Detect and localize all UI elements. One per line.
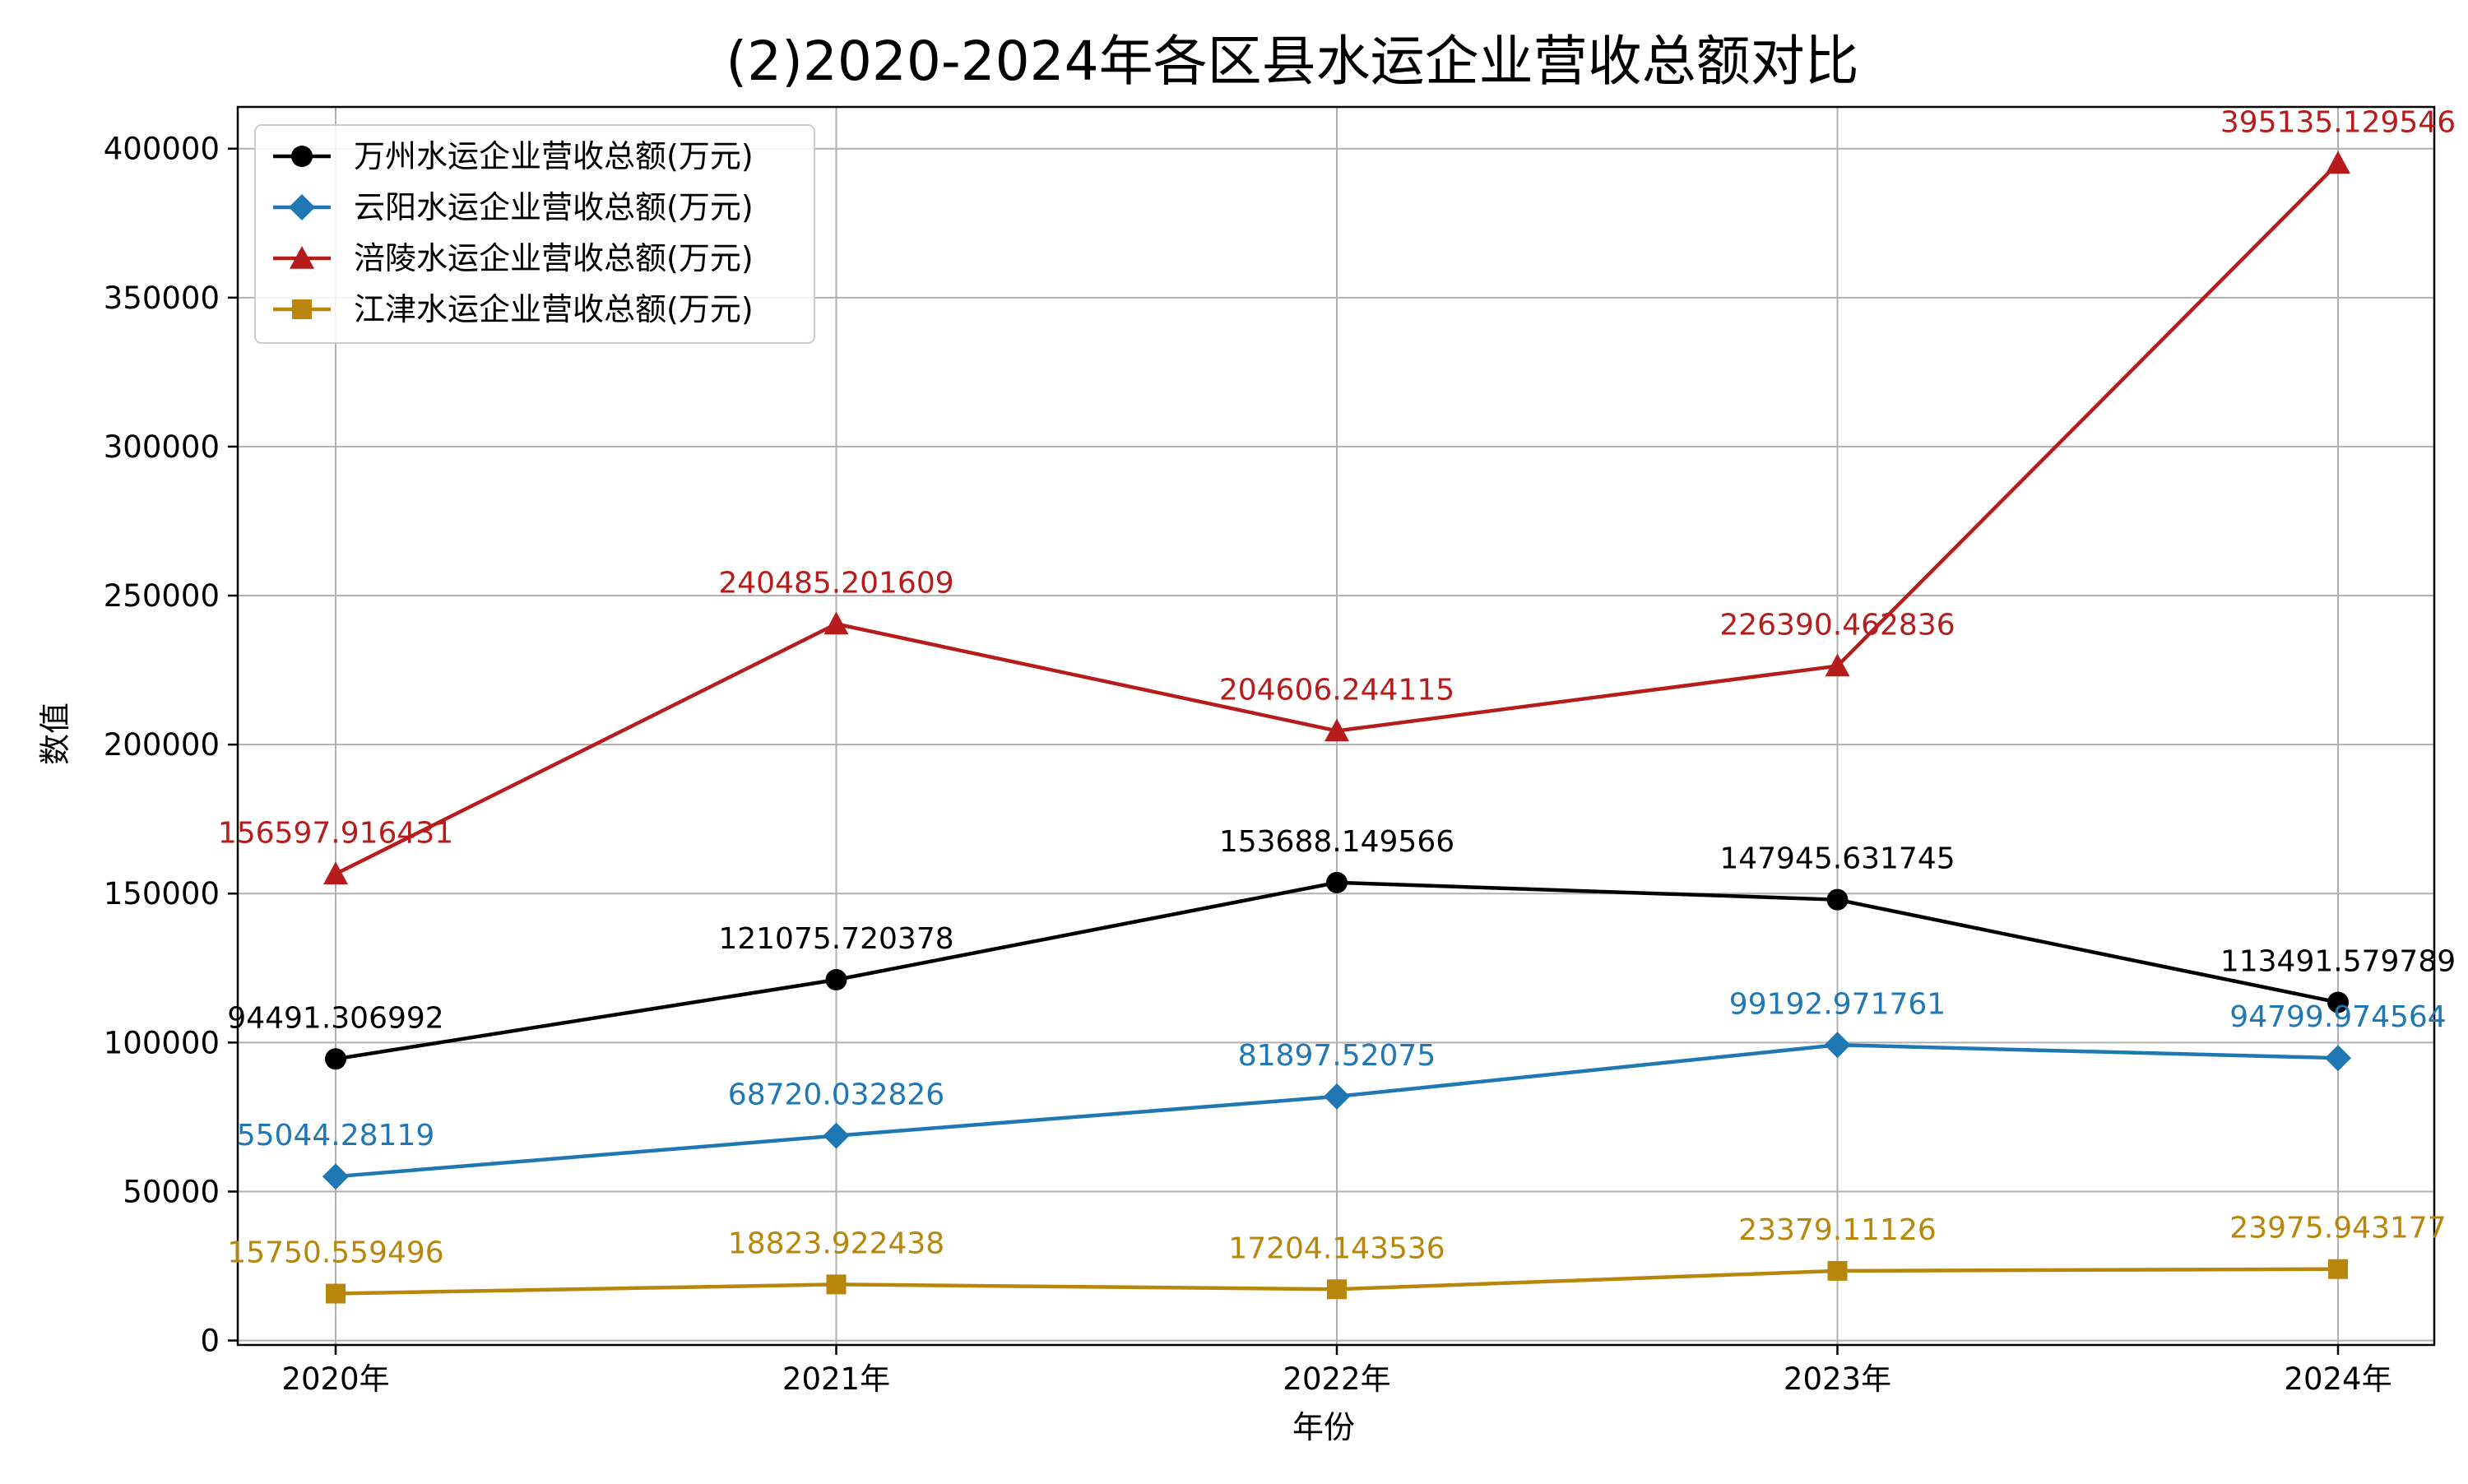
- series-1: [322, 1032, 2351, 1190]
- data-point: [325, 1048, 346, 1070]
- data-label: 113491.579789: [2220, 944, 2456, 978]
- grid: [238, 107, 2434, 1345]
- data-label: 81897.52075: [1238, 1039, 1436, 1073]
- data-label: 395135.129546: [2220, 105, 2456, 139]
- data-labels: 94491.306992 121075.720378 153688.149566 14…: [218, 105, 2456, 1269]
- data-label: 17204.143536: [1228, 1231, 1445, 1265]
- data-point: [1324, 1083, 1350, 1110]
- data-point: [326, 1283, 346, 1304]
- data-point: [322, 1163, 349, 1190]
- legend-label: 万州水运企业营收总额(万元): [354, 138, 754, 174]
- legend-label: 云阳水运企业营收总额(万元): [354, 189, 754, 225]
- data-point: [823, 611, 849, 635]
- data-label: 23379.11126: [1738, 1213, 1937, 1247]
- data-point: [2328, 1259, 2348, 1279]
- data-point: [2327, 991, 2349, 1013]
- legend: 万州水运企业营收总额(万元) 云阳水运企业营收总额(万元) 涪陵水运企业营收总额(万…: [254, 124, 815, 344]
- data-label: 94799.974564: [2229, 1000, 2446, 1034]
- data-label: 94491.306992: [227, 1001, 443, 1035]
- series-2: [323, 151, 2350, 885]
- legend-marker: [289, 194, 315, 220]
- data-point: [823, 1122, 850, 1149]
- x-tick-label: 2021年: [782, 1361, 890, 1397]
- y-tick-label: 200000: [104, 727, 220, 763]
- y-tick-label: 400000: [104, 132, 220, 167]
- x-tick-label: 2024年: [2284, 1361, 2391, 1397]
- data-point: [2326, 151, 2350, 174]
- data-label: 156597.916431: [218, 816, 453, 850]
- x-tick-label: 2023年: [1784, 1361, 1891, 1397]
- data-point: [2325, 1045, 2351, 1072]
- data-point: [1825, 653, 1850, 677]
- legend-entry: 云阳水运企业营收总额(万元): [273, 189, 754, 225]
- x-tick-label: 2020年: [281, 1361, 389, 1397]
- legend-label: 涪陵水运企业营收总额(万元): [354, 240, 754, 276]
- legend-entry: 涪陵水运企业营收总额(万元): [273, 240, 754, 276]
- data-point: [323, 861, 348, 885]
- data-point: [826, 1274, 847, 1295]
- data-point: [1324, 718, 1349, 742]
- data-point: [1326, 871, 1348, 893]
- legend-marker: [292, 299, 312, 319]
- y-tick-label: 50000: [123, 1174, 220, 1209]
- series-layer: [322, 151, 2351, 1304]
- data-label: 121075.720378: [718, 922, 953, 956]
- data-point: [1824, 1032, 1851, 1059]
- y-tick-label: 300000: [104, 429, 220, 465]
- data-point: [1327, 1279, 1347, 1300]
- data-label: 23975.943177: [2229, 1212, 2446, 1245]
- y-axis-label: 数值: [37, 703, 73, 765]
- legend-box: [254, 124, 815, 344]
- y-tick-label: 250000: [104, 578, 220, 614]
- data-label: 15750.559496: [227, 1236, 443, 1270]
- series-0: [325, 871, 2349, 1070]
- data-label: 18823.922438: [728, 1227, 944, 1260]
- data-label: 153688.149566: [1219, 825, 1454, 859]
- legend-marker: [290, 246, 314, 269]
- legend-entry: 万州水运企业营收总额(万元): [273, 138, 754, 174]
- series-3: [326, 1259, 2348, 1304]
- data-label: 68720.032826: [728, 1078, 944, 1112]
- data-label: 55044.28119: [237, 1119, 435, 1152]
- x-tick-label: 2022年: [1283, 1361, 1390, 1397]
- data-label: 204606.244115: [1219, 673, 1454, 707]
- y-tick-label: 100000: [104, 1025, 220, 1060]
- data-point: [825, 969, 847, 991]
- data-label: 147945.631745: [1719, 842, 1955, 876]
- data-point: [1827, 1260, 1848, 1281]
- axes: 0 50000 100000 150000 200000 250000 300000 3500…: [104, 105, 2436, 1397]
- legend-entry: 江津水运企业营收总额(万元): [273, 291, 754, 327]
- y-tick-label: 350000: [104, 281, 220, 316]
- data-label: 226390.462836: [1719, 609, 1955, 642]
- y-tick-label: 150000: [104, 876, 220, 911]
- chart-title: (2)2020-2024年各区县水运企业营收总额对比: [726, 30, 1858, 93]
- data-point: [1826, 888, 1849, 911]
- legend-label: 江津水运企业营收总额(万元): [354, 291, 754, 327]
- x-axis-label: 年份: [1292, 1409, 1355, 1445]
- data-label: 99192.971761: [1729, 987, 1946, 1021]
- data-label: 240485.201609: [718, 566, 953, 600]
- legend-marker: [291, 146, 313, 167]
- y-tick-label: 0: [200, 1324, 220, 1359]
